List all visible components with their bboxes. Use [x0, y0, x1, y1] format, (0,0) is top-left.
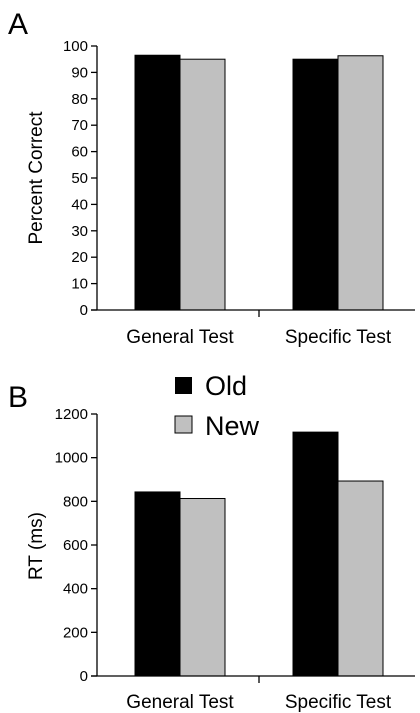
y-tick-label: 20 [71, 249, 88, 266]
legend: Old New [174, 371, 260, 441]
y-tick-label: 100 [63, 38, 88, 55]
y-tick-label: 40 [71, 196, 88, 213]
legend-old-label: Old [205, 371, 247, 401]
panel-b-label: B [8, 381, 28, 414]
y-tick-label: 90 [71, 64, 88, 81]
bar-new-specific-test [337, 55, 384, 311]
y-tick-label: 200 [63, 624, 88, 641]
y-tick-label: 0 [80, 302, 88, 319]
y-tick-label: 600 [63, 537, 88, 554]
y-tick-label: 10 [71, 276, 88, 293]
x-category-label: General Test [126, 327, 234, 348]
y-tick-label: 1000 [55, 450, 88, 467]
bar-old-general-test [134, 54, 181, 311]
legend-new-swatch [174, 415, 193, 434]
y-tick-label: 0 [80, 668, 88, 685]
legend-new-label: New [205, 411, 260, 441]
panel-a-percent-correct: A Percent Correct 0 10 20 30 40 50 60 70 80 90 100… [8, 8, 415, 348]
bar-old-specific-test [292, 431, 339, 677]
y-tick-label: 70 [71, 117, 88, 134]
y-tick-label: 400 [63, 581, 88, 598]
bar-new-specific-test [337, 480, 384, 677]
x-category-label: General Test [126, 692, 234, 713]
y-tick-label: 1200 [55, 406, 88, 423]
bar-old-specific-test [292, 58, 339, 311]
y-tick-label: 80 [71, 91, 88, 108]
bar-new-general-test [179, 497, 226, 677]
legend-old-swatch [175, 377, 192, 394]
x-category-label: Specific Test [285, 692, 392, 713]
panel-b-y-axis-title: RT (ms) [26, 512, 47, 580]
y-tick-label: 800 [63, 493, 88, 510]
y-tick-label: 30 [71, 223, 88, 240]
bar-old-general-test [134, 491, 181, 677]
panel-a-y-axis-title: Percent Correct [26, 111, 47, 245]
x-category-label: Specific Test [285, 327, 392, 348]
panel-b-reaction-time: B RT (ms) Old New 0 200 400 600 800 1000 1200 G… [8, 371, 415, 713]
y-tick-label: 60 [71, 144, 88, 161]
y-tick-label: 50 [71, 170, 88, 187]
bar-new-general-test [179, 58, 226, 311]
panel-a-label: A [8, 8, 28, 41]
